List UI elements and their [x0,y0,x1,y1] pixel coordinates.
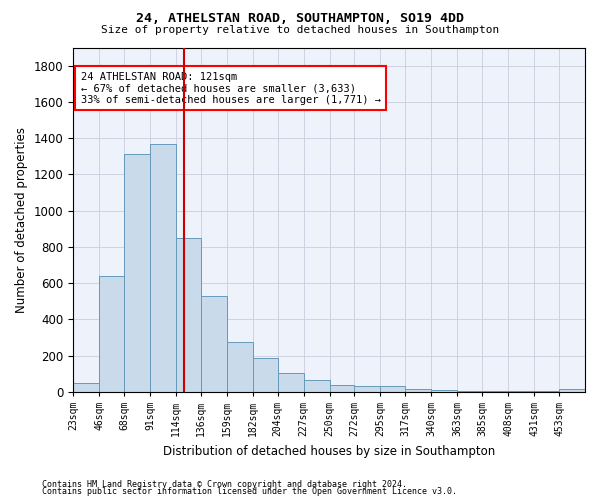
Bar [534,391,559,392]
Y-axis label: Number of detached properties: Number of detached properties [15,126,28,312]
Text: 24 ATHELSTAN ROAD: 121sqm
← 67% of detached houses are smaller (3,633)
33% of se: 24 ATHELSTAN ROAD: 121sqm ← 67% of detac… [81,72,381,105]
Bar [73,383,99,392]
Bar [278,373,304,392]
Bar [124,154,150,392]
Bar [304,380,329,392]
Text: Contains HM Land Registry data © Crown copyright and database right 2024.: Contains HM Land Registry data © Crown c… [42,480,407,489]
Bar [508,391,534,392]
Bar [150,144,176,392]
Bar [227,342,253,392]
Bar [201,296,227,392]
Text: 24, ATHELSTAN ROAD, SOUTHAMPTON, SO19 4DD: 24, ATHELSTAN ROAD, SOUTHAMPTON, SO19 4D… [136,12,464,26]
Text: Size of property relative to detached houses in Southampton: Size of property relative to detached ho… [101,25,499,35]
Bar [176,238,201,392]
Bar [253,358,278,392]
Bar [99,276,124,392]
Bar [355,386,380,392]
Bar [329,384,355,392]
Bar [482,391,508,392]
Bar [431,390,457,392]
Bar [457,391,482,392]
X-axis label: Distribution of detached houses by size in Southampton: Distribution of detached houses by size … [163,444,495,458]
Bar [406,389,431,392]
Bar [380,386,406,392]
Text: Contains public sector information licensed under the Open Government Licence v3: Contains public sector information licen… [42,488,457,496]
Bar [559,389,585,392]
